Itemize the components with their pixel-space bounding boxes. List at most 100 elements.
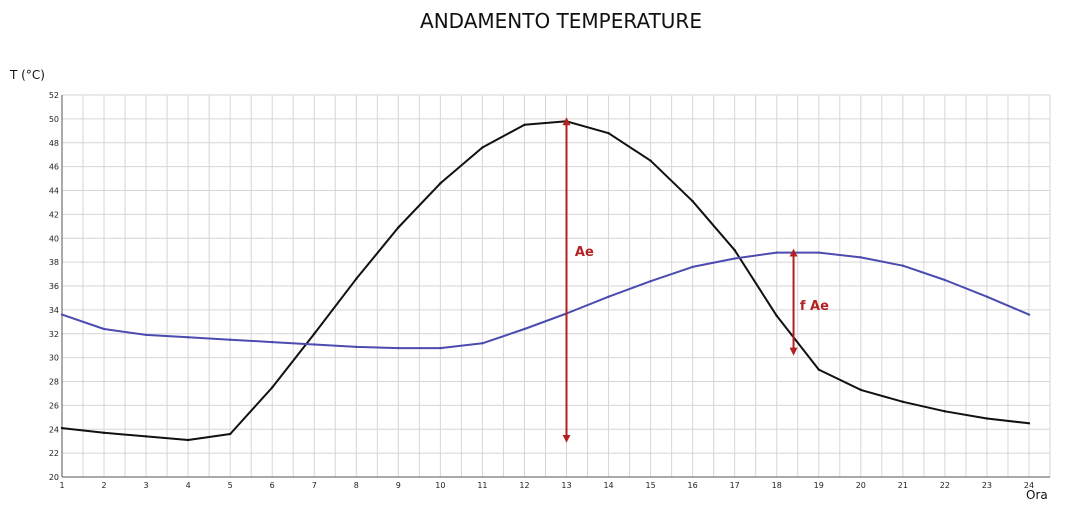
series-1-point xyxy=(901,400,905,403)
series-2-point xyxy=(271,340,274,344)
series-1-point xyxy=(439,182,442,185)
series-2-point xyxy=(523,327,526,331)
x-tick-label: 23 xyxy=(982,481,992,490)
series-2-point xyxy=(60,313,64,316)
y-tick-label: 46 xyxy=(49,163,59,172)
series-2-point xyxy=(901,264,905,267)
x-tick-label: 12 xyxy=(519,481,529,490)
series-1-point xyxy=(228,432,232,436)
series-1-point xyxy=(691,200,694,203)
x-tick-label: 2 xyxy=(101,481,106,490)
series-2-point xyxy=(481,342,484,345)
series-2-point xyxy=(439,346,442,350)
axes xyxy=(61,95,1050,478)
series-1-point xyxy=(859,388,863,392)
x-tick-label: 15 xyxy=(646,481,656,490)
y-tick-label: 26 xyxy=(49,401,59,410)
annotation-label-1: Ae xyxy=(575,245,594,260)
y-axis-label: T (°C) xyxy=(9,68,45,82)
x-tick-labels: 1 2 3 4 5 6 7 8 9 10 11 12 13 14 15 16 17 18 19 20 21 22 23 24 xyxy=(59,481,1034,490)
series-2-point xyxy=(228,338,232,341)
series-2-point xyxy=(607,295,610,298)
series-1-point xyxy=(355,277,358,281)
series-2-point xyxy=(649,280,652,283)
x-tick-label: 11 xyxy=(477,481,487,490)
x-tick-label: 17 xyxy=(730,481,740,490)
y-tick-label: 48 xyxy=(49,139,59,148)
x-tick-label: 14 xyxy=(603,481,613,490)
x-tick-label: 7 xyxy=(312,481,317,490)
y-tick-label: 40 xyxy=(49,234,59,243)
x-axis-label: Ora xyxy=(1026,488,1048,502)
x-tick-label: 20 xyxy=(856,481,866,490)
series-1-point xyxy=(144,435,148,438)
x-tick-label: 19 xyxy=(814,481,824,490)
x-tick-label: 1 xyxy=(59,481,64,490)
y-tick-label: 20 xyxy=(49,473,59,482)
series-2-point xyxy=(1027,313,1031,316)
series-line-1 xyxy=(61,120,1030,441)
x-tick-label: 5 xyxy=(228,481,233,490)
x-tick-label: 24 xyxy=(1024,481,1034,490)
series-2-point xyxy=(943,278,947,282)
x-tick-label: 3 xyxy=(144,481,149,490)
x-tick-label: 22 xyxy=(940,481,950,490)
series-1-point xyxy=(60,426,64,430)
y-tick-label: 44 xyxy=(49,187,59,196)
chart-title: ANDAMENTO TEMPERATURE xyxy=(420,9,702,33)
series-1-point xyxy=(186,438,190,442)
series-2-point xyxy=(186,336,190,339)
series-1-point xyxy=(313,332,316,335)
series-2-point xyxy=(355,345,358,349)
y-tick-label: 42 xyxy=(49,210,59,219)
series-1-point xyxy=(943,410,947,413)
x-tick-label: 13 xyxy=(561,481,571,490)
series-1-point xyxy=(271,386,274,389)
x-tick-label: 21 xyxy=(898,481,908,490)
series-2-point xyxy=(144,333,148,337)
annotations: Ae f Ae xyxy=(562,117,829,443)
series-1-point xyxy=(481,146,484,149)
x-tick-label: 18 xyxy=(772,481,782,490)
y-tick-label: 36 xyxy=(49,282,59,291)
series-1-point xyxy=(817,368,820,371)
y-tick-label: 52 xyxy=(49,91,59,100)
y-tick-label: 22 xyxy=(49,449,59,458)
y-tick-label: 30 xyxy=(49,354,59,363)
series-1-point xyxy=(397,226,400,229)
y-tick-label: 32 xyxy=(49,330,59,339)
series-lines xyxy=(60,120,1031,442)
x-tick-label: 8 xyxy=(354,481,359,490)
x-tick-label: 6 xyxy=(270,481,275,490)
y-tick-label: 24 xyxy=(49,425,59,434)
series-2-point xyxy=(313,343,316,346)
annotation-label-2: f Ae xyxy=(800,299,829,314)
y-tick-label: 34 xyxy=(49,306,59,315)
series-2-point xyxy=(397,346,400,350)
x-tick-label: 16 xyxy=(688,481,698,490)
series-2-point xyxy=(775,251,778,254)
y-tick-label: 50 xyxy=(49,115,59,124)
series-1-point xyxy=(523,123,526,127)
x-tick-label: 4 xyxy=(186,481,191,490)
series-2-point xyxy=(733,257,736,260)
x-tick-label: 9 xyxy=(396,481,401,490)
x-tick-label: 10 xyxy=(435,481,445,490)
series-2-point xyxy=(817,251,820,254)
series-2-point xyxy=(102,327,106,331)
y-tick-labels: 20 22 24 26 28 30 32 34 36 38 40 42 44 46 48 50 52 xyxy=(49,91,59,482)
series-1-point xyxy=(733,248,736,252)
series-2-point xyxy=(985,295,989,298)
series-1-point xyxy=(1027,422,1031,425)
series-2-point xyxy=(859,256,863,259)
series-2-point xyxy=(691,265,694,269)
series-line-2 xyxy=(61,251,1030,350)
series-1-point xyxy=(649,159,652,162)
series-1-point xyxy=(607,132,610,135)
series-1-point xyxy=(985,417,989,420)
y-tick-label: 28 xyxy=(49,378,59,387)
grid xyxy=(61,94,1051,478)
series-1-point xyxy=(102,431,106,435)
y-tick-label: 38 xyxy=(49,258,59,267)
